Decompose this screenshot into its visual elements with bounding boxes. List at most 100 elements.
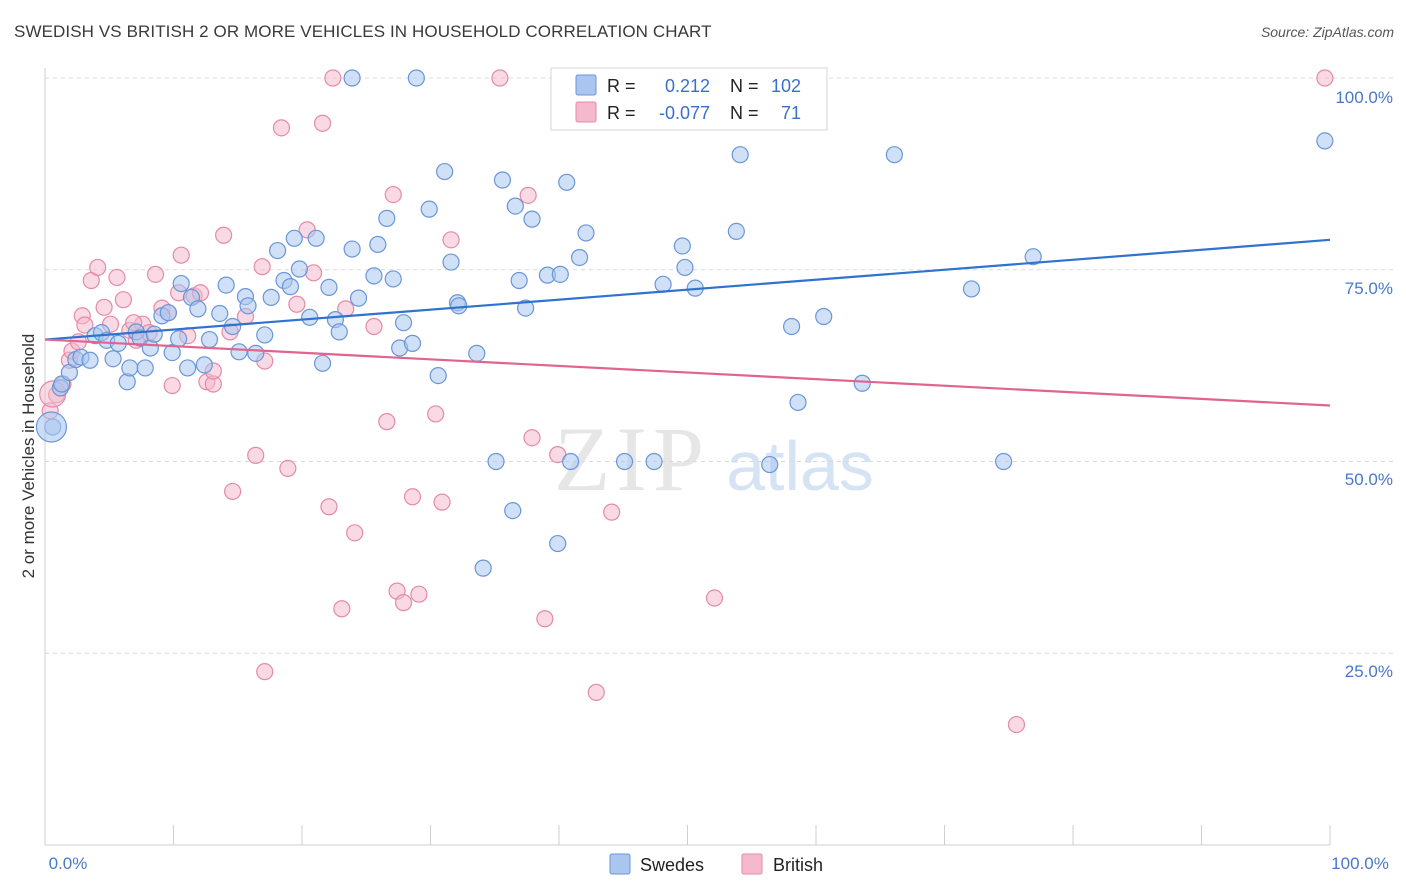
swedes-point	[394, 314, 413, 332]
swedes-point	[676, 258, 694, 277]
y-tick-label-25: 25.0%	[1345, 662, 1393, 681]
british-point	[320, 498, 338, 516]
british-point	[247, 446, 265, 464]
british-point	[403, 488, 422, 506]
swedes-point	[558, 173, 576, 191]
swedes-point	[230, 343, 248, 361]
swedes-point	[615, 452, 634, 471]
swedes-point	[885, 146, 903, 164]
swedes-point	[145, 325, 163, 343]
swedes-point	[815, 307, 833, 326]
swedes-point	[403, 334, 422, 352]
british-point	[172, 246, 190, 264]
british-point	[114, 291, 132, 309]
swedes-bottom-swatch	[609, 853, 631, 875]
stats-legend: R = 0.212 N = 102 R = -0.077 N = 71	[550, 67, 828, 131]
chart-title: SWEDISH VS BRITISH 2 OR MORE VEHICLES IN…	[14, 22, 712, 41]
x-tick-label-0: 0.0%	[49, 854, 88, 873]
british-point	[1316, 69, 1334, 87]
british-bottom-swatch	[741, 853, 763, 875]
swedes-r-label: R =	[607, 76, 636, 96]
british-legend-swatch	[575, 101, 597, 123]
swedes-point	[81, 351, 99, 369]
british-point	[146, 265, 165, 283]
british-point	[442, 231, 460, 249]
british-point	[279, 459, 297, 478]
swedes-point	[378, 209, 396, 227]
swedes-point	[172, 274, 190, 293]
british-point	[333, 600, 351, 618]
source-label: Source: ZipAtlas.com	[1260, 24, 1394, 40]
british-n-value: 71	[781, 103, 801, 123]
swedes-point	[487, 452, 505, 471]
british-point	[253, 258, 271, 276]
british-points	[39, 69, 1334, 734]
swedes-point	[330, 323, 348, 341]
swedes-point	[504, 501, 522, 520]
swedes-point	[121, 359, 139, 377]
british-point	[523, 429, 541, 447]
swedes-point	[163, 343, 181, 362]
swedes-point	[761, 455, 779, 474]
axes	[44, 68, 1331, 846]
swedes-point	[561, 452, 580, 471]
swedes-point	[516, 299, 535, 317]
swedes-point	[570, 248, 589, 267]
swedes-point	[195, 356, 213, 374]
swedes-points	[35, 69, 1334, 577]
trend-lines	[44, 238, 1331, 407]
swedes-point	[349, 289, 368, 307]
swedes-point	[290, 260, 309, 278]
swedes-point	[782, 317, 801, 336]
swedes-point	[474, 559, 492, 577]
swedes-point	[727, 222, 745, 240]
swedes-point	[285, 229, 303, 247]
british-point	[215, 226, 233, 244]
swedes-legend-swatch	[575, 74, 597, 96]
swedes-trend-line	[44, 238, 1331, 341]
grid-lines	[45, 77, 1395, 654]
british-point	[705, 589, 724, 607]
swedes-point	[211, 304, 229, 323]
british-point	[536, 610, 554, 628]
british-point	[304, 264, 323, 282]
swedes-point	[645, 452, 663, 471]
swedes-point	[493, 171, 512, 189]
swedes-point	[442, 253, 460, 271]
swedes-point	[247, 344, 265, 362]
british-point	[384, 185, 402, 204]
british-point	[394, 594, 413, 612]
british-point	[324, 69, 342, 87]
swedes-point	[170, 330, 188, 348]
swedes-point	[506, 197, 524, 215]
british-point	[288, 295, 306, 313]
swedes-point	[217, 276, 235, 294]
swedes-point	[281, 278, 300, 296]
x-tick-label-100: 100.0%	[1331, 854, 1389, 873]
british-point	[1007, 715, 1026, 734]
swedes-point	[104, 350, 122, 368]
swedes-point	[179, 359, 197, 377]
watermark-atlas: atlas	[726, 427, 874, 505]
british-r-label: R =	[607, 103, 636, 123]
british-point	[76, 316, 94, 334]
swedes-point	[510, 271, 528, 290]
swedes-point	[369, 235, 387, 254]
british-point	[587, 683, 605, 701]
swedes-point	[313, 354, 332, 372]
swedes-point	[365, 267, 383, 285]
swedes-point	[789, 393, 807, 412]
swedes-point	[962, 280, 981, 298]
y-tick-label-50: 50.0%	[1345, 470, 1393, 489]
swedes-point	[523, 210, 541, 228]
swedes-point	[384, 270, 402, 288]
swedes-point	[731, 146, 749, 164]
british-point	[89, 258, 107, 277]
british-point	[603, 503, 621, 521]
british-point	[410, 585, 428, 603]
swedes-point	[654, 275, 672, 293]
swedes-point	[549, 534, 567, 553]
british-point	[365, 317, 383, 336]
swedes-point	[239, 297, 257, 315]
